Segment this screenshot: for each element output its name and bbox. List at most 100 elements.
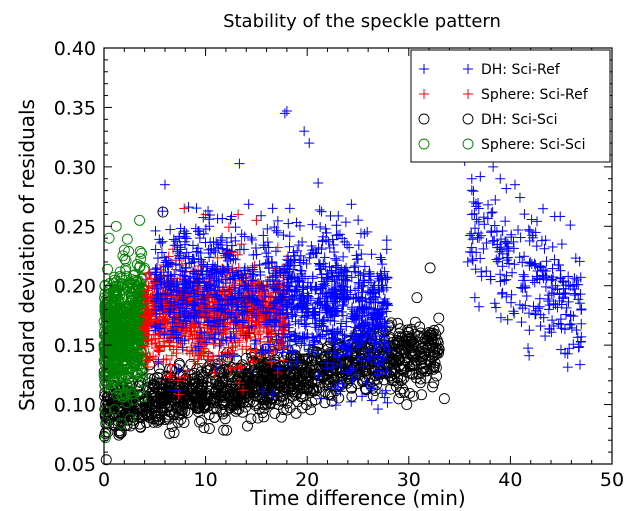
points-layer bbox=[98, 105, 587, 466]
data-point bbox=[274, 368, 286, 380]
data-point bbox=[191, 203, 202, 214]
data-point bbox=[202, 365, 214, 377]
data-point bbox=[242, 420, 253, 432]
data-point bbox=[340, 217, 351, 228]
data-point bbox=[562, 362, 573, 373]
data-point bbox=[413, 330, 425, 342]
data-point bbox=[257, 367, 269, 379]
data-point bbox=[172, 402, 184, 414]
data-point bbox=[155, 401, 167, 413]
data-point bbox=[153, 363, 165, 375]
data-point bbox=[416, 389, 428, 401]
data-point bbox=[543, 304, 554, 315]
data-point bbox=[488, 161, 499, 172]
data-point bbox=[509, 259, 520, 270]
data-point bbox=[514, 252, 525, 263]
data-point bbox=[399, 354, 411, 366]
data-point bbox=[178, 417, 190, 428]
data-point bbox=[315, 263, 326, 274]
data-point bbox=[155, 388, 167, 400]
data-point bbox=[245, 413, 257, 425]
data-point bbox=[182, 398, 194, 410]
data-point bbox=[240, 352, 252, 364]
data-point bbox=[273, 399, 285, 410]
data-point bbox=[509, 308, 520, 319]
data-point bbox=[506, 289, 517, 300]
data-point bbox=[532, 216, 543, 227]
data-point bbox=[230, 405, 242, 417]
data-point bbox=[513, 225, 524, 236]
data-point bbox=[171, 363, 183, 375]
data-point bbox=[159, 179, 170, 190]
data-point bbox=[576, 304, 587, 315]
data-point bbox=[221, 424, 233, 436]
data-point bbox=[216, 376, 228, 388]
data-point bbox=[208, 393, 220, 405]
data-point bbox=[154, 368, 166, 380]
data-point bbox=[407, 344, 419, 356]
data-point bbox=[330, 400, 341, 411]
data-point bbox=[238, 388, 250, 400]
data-point bbox=[433, 323, 445, 335]
data-point bbox=[284, 231, 295, 242]
data-point bbox=[346, 199, 357, 210]
y-tick-label: 0.15 bbox=[54, 335, 96, 357]
data-point bbox=[507, 267, 518, 278]
data-point bbox=[474, 232, 485, 243]
data-point bbox=[466, 209, 477, 220]
data-point bbox=[497, 226, 508, 237]
data-point bbox=[303, 381, 315, 393]
data-point bbox=[560, 309, 571, 320]
data-point bbox=[342, 239, 353, 250]
data-point bbox=[565, 281, 576, 292]
data-point bbox=[428, 377, 440, 389]
data-point bbox=[401, 399, 413, 411]
y-tick-label: 0.35 bbox=[54, 97, 96, 119]
data-point bbox=[487, 207, 498, 218]
data-point bbox=[164, 378, 176, 390]
data-point bbox=[394, 387, 406, 398]
data-point bbox=[242, 368, 254, 380]
data-point bbox=[415, 373, 427, 385]
data-point bbox=[311, 346, 323, 358]
data-point bbox=[299, 126, 310, 137]
data-point bbox=[195, 381, 207, 393]
data-point bbox=[481, 266, 492, 277]
data-point bbox=[331, 372, 343, 383]
data-point bbox=[501, 183, 512, 194]
data-point bbox=[503, 245, 514, 256]
data-point bbox=[310, 394, 321, 406]
data-point bbox=[168, 427, 180, 439]
data-point bbox=[407, 368, 419, 380]
data-point bbox=[574, 341, 585, 352]
data-point bbox=[576, 318, 587, 329]
data-point bbox=[241, 375, 253, 387]
data-point bbox=[164, 427, 176, 439]
x-axis-title: Time difference (min) bbox=[249, 486, 465, 510]
data-point bbox=[257, 398, 269, 410]
data-point bbox=[192, 400, 204, 412]
data-point bbox=[219, 413, 231, 425]
data-point bbox=[311, 284, 322, 295]
data-point bbox=[414, 377, 426, 389]
data-point bbox=[217, 373, 229, 385]
data-point bbox=[400, 348, 412, 360]
data-point bbox=[200, 237, 211, 248]
data-point bbox=[215, 390, 227, 402]
data-point bbox=[424, 262, 436, 274]
data-point bbox=[516, 317, 527, 328]
data-point bbox=[369, 385, 381, 397]
data-point bbox=[195, 415, 207, 426]
data-point bbox=[563, 271, 574, 282]
data-point bbox=[519, 251, 530, 262]
data-point bbox=[356, 376, 368, 388]
data-point bbox=[538, 203, 549, 214]
data-point bbox=[217, 232, 228, 243]
data-point bbox=[333, 210, 344, 221]
data-point bbox=[564, 343, 575, 354]
data-point bbox=[342, 372, 354, 384]
data-point bbox=[353, 215, 364, 226]
data-point bbox=[353, 369, 365, 381]
data-point bbox=[388, 368, 400, 379]
